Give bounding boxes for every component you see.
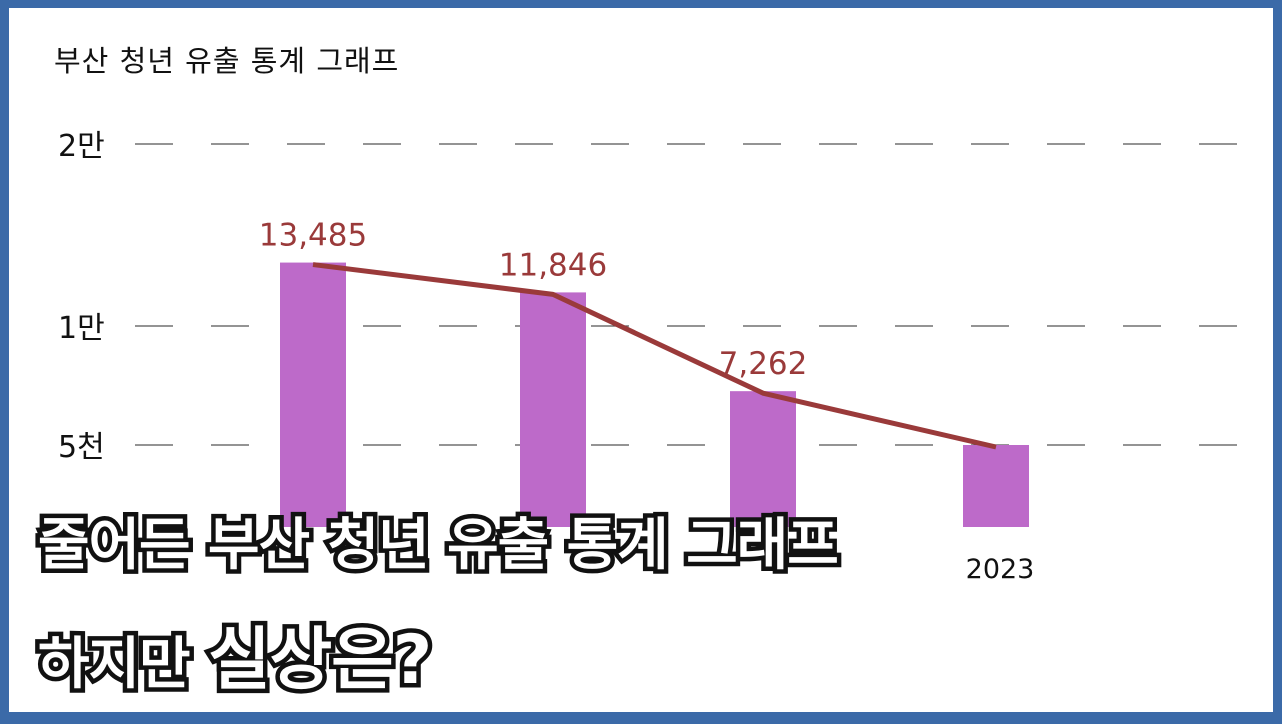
- data-label: 13,485: [259, 218, 367, 254]
- caption-question-lead: 하지만: [33, 628, 209, 702]
- caption-question: 하지만 실상은?: [33, 604, 437, 705]
- bar: [963, 445, 1029, 527]
- data-label: 11,846: [499, 247, 607, 283]
- chart-title: 부산 청년 유출 통계 그래프: [54, 44, 400, 78]
- x-tick-label: 2023: [966, 554, 1035, 585]
- y-tick-label: 5천: [58, 430, 105, 465]
- caption-headline: 줄어든 부산 청년 유출 통계 그래프: [34, 509, 844, 583]
- y-tick-label: 1만: [58, 311, 105, 346]
- y-tick-label: 2만: [58, 129, 105, 164]
- bar: [280, 262, 346, 527]
- bar: [520, 292, 586, 527]
- bar: [730, 391, 796, 527]
- trend-line: [312, 262, 997, 450]
- caption-question-emphasis: 실상은?: [204, 617, 437, 705]
- data-label: 7,262: [719, 346, 808, 382]
